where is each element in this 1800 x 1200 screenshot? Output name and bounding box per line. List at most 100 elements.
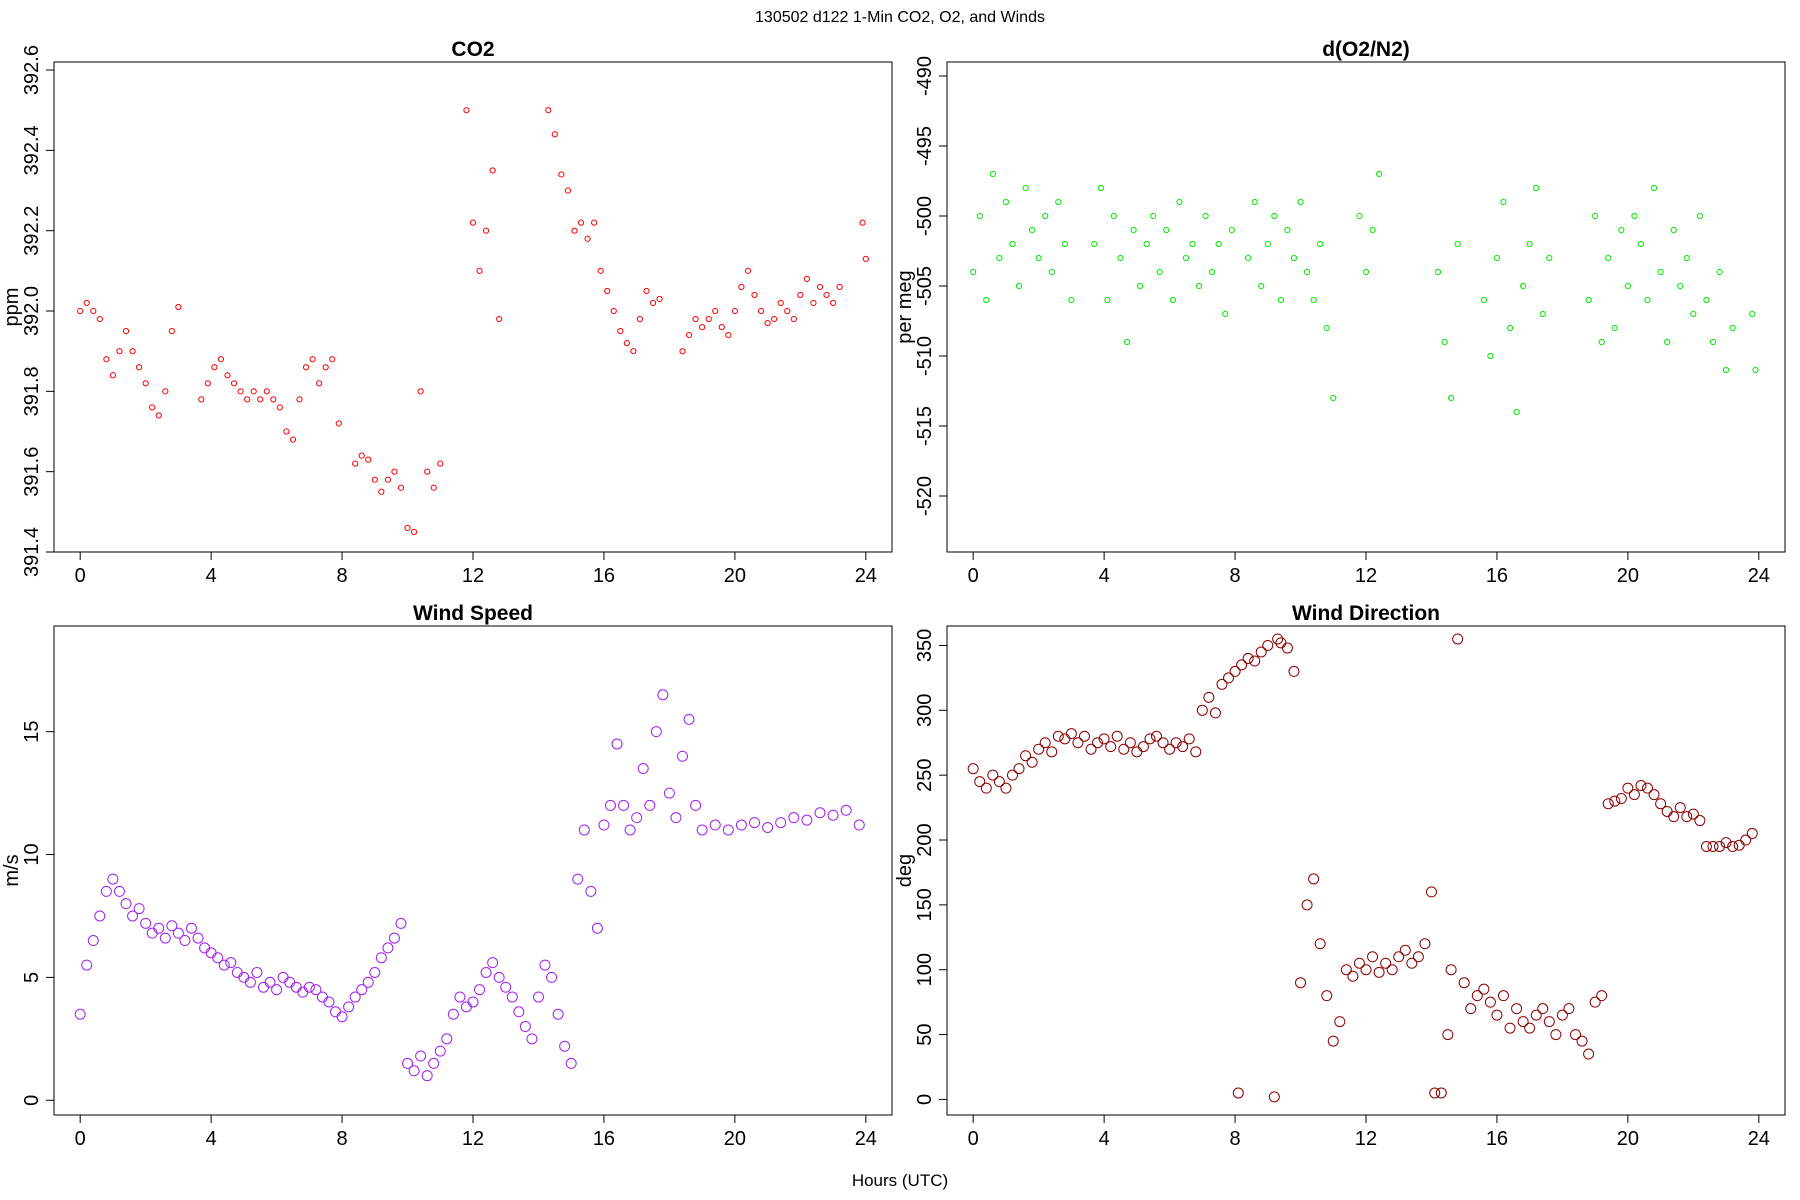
wind-direction-point xyxy=(1530,1009,1542,1021)
d-o2-n2-point xyxy=(1317,240,1324,248)
wind-speed-point xyxy=(271,984,283,996)
wind-direction-point xyxy=(1615,793,1627,805)
wind-direction-title: Wind Direction xyxy=(1292,602,1440,625)
wind-direction-point xyxy=(1262,639,1274,651)
wind-speed-point xyxy=(297,986,309,998)
co2-xtick-label: 16 xyxy=(593,565,615,587)
wind-direction-point xyxy=(1524,1022,1536,1034)
co2-point xyxy=(397,484,405,491)
co2-point xyxy=(335,420,342,427)
d-o2-n2-ytick-label: -510 xyxy=(914,336,936,376)
wind-direction-xtick-label: 8 xyxy=(1230,1128,1241,1150)
d-o2-n2-point xyxy=(1375,170,1383,178)
d-o2-n2-point xyxy=(1143,240,1150,248)
wind-direction-point xyxy=(1648,789,1660,801)
wind-speed-point xyxy=(244,976,256,988)
wind-direction-point xyxy=(1353,957,1365,969)
wind-speed-point xyxy=(212,952,224,964)
co2-point xyxy=(437,460,444,467)
wind-speed-point xyxy=(120,898,132,910)
wind-speed-point xyxy=(500,981,512,993)
wind-direction-point xyxy=(993,776,1005,788)
wind-speed-point xyxy=(218,959,230,971)
d-o2-n2-point xyxy=(1696,212,1703,220)
co2-xtick-label: 0 xyxy=(75,565,86,587)
co2-point xyxy=(771,315,778,323)
wind-direction-point xyxy=(1478,983,1490,995)
wind-speed-point xyxy=(113,885,125,897)
co2-point xyxy=(352,460,359,467)
co2-point xyxy=(198,396,205,403)
wind-speed-point xyxy=(487,957,499,969)
wind-direction-point xyxy=(1583,1048,1595,1060)
d-o2-n2-ylabel: per meg xyxy=(894,270,916,343)
d-o2-n2-ytick-label: -500 xyxy=(914,196,936,236)
wind-direction-point xyxy=(1642,782,1654,794)
d-o2-n2-point xyxy=(1245,254,1252,262)
wind-direction-point xyxy=(1484,996,1496,1008)
wind-speed-point xyxy=(349,991,361,1003)
wind-speed-point xyxy=(388,932,400,944)
wind-speed-point xyxy=(225,957,237,969)
wind-direction-point xyxy=(1727,841,1739,853)
wind-direction-point xyxy=(1052,730,1064,742)
wind-direction-xtick-label: 12 xyxy=(1355,1128,1377,1150)
wind-direction-point xyxy=(1655,798,1667,810)
co2-point xyxy=(623,340,630,347)
co2-point xyxy=(591,219,598,226)
wind-direction-point xyxy=(1033,743,1045,755)
wind-speed-point xyxy=(801,814,813,826)
wind-speed-title: Wind Speed xyxy=(413,602,533,625)
co2-point xyxy=(217,356,225,363)
co2-point xyxy=(643,287,650,295)
wind-speed-point xyxy=(683,713,695,725)
wind-speed-point xyxy=(559,1040,571,1052)
wind-direction-point xyxy=(1694,815,1706,827)
wind-speed-point xyxy=(788,812,800,824)
d-o2-n2-ytick-label: -505 xyxy=(914,266,936,306)
wind-speed-point xyxy=(81,959,93,971)
d-o2-n2-point xyxy=(1163,226,1170,234)
wind-speed-point xyxy=(506,991,518,1003)
wind-direction-point xyxy=(1596,990,1608,1002)
co2-point xyxy=(862,255,869,262)
wind-speed-point xyxy=(827,809,839,821)
co2-point xyxy=(296,396,303,403)
d-o2-n2-point xyxy=(1002,198,1010,206)
wind-direction-ytick-label: 150 xyxy=(914,888,936,921)
wind-speed-point xyxy=(310,984,322,996)
co2-point xyxy=(577,219,585,226)
d-o2-n2-point xyxy=(1009,240,1016,248)
wind-speed-point xyxy=(775,817,787,829)
d-o2-n2-point xyxy=(1055,198,1062,206)
co2-title: CO2 xyxy=(451,38,494,61)
d-o2-n2-point xyxy=(1189,240,1196,248)
co2-point xyxy=(122,327,130,335)
co2-point xyxy=(564,187,572,194)
d-o2-n2-point xyxy=(1709,338,1717,346)
wind-speed-point xyxy=(539,959,551,971)
wind-direction-point xyxy=(1707,841,1719,853)
wind-direction-point xyxy=(980,782,992,794)
wind-direction-point xyxy=(1491,1009,1503,1021)
d-o2-n2-point xyxy=(1297,198,1304,206)
co2-ytick-label: 392.6 xyxy=(21,45,43,95)
d-o2-n2-xtick-label: 0 xyxy=(968,565,979,587)
co2-point xyxy=(90,307,97,315)
co2-point xyxy=(610,307,617,315)
co2-point xyxy=(679,348,686,355)
d-o2-n2-point xyxy=(1202,212,1209,220)
wind-direction-point xyxy=(1661,805,1673,817)
wind-speed-point xyxy=(94,910,106,922)
co2-ytick-label: 391.8 xyxy=(21,366,43,416)
co2-point xyxy=(829,299,837,307)
d-o2-n2-point xyxy=(996,254,1003,262)
wind-direction-point xyxy=(1740,834,1752,846)
wind-direction-point xyxy=(1452,633,1464,645)
d-o2-n2-point xyxy=(1264,240,1271,248)
wind-direction-point xyxy=(1550,1029,1562,1041)
d-o2-n2-point xyxy=(1493,254,1501,262)
d-o2-n2-xtick-label: 20 xyxy=(1617,565,1639,587)
wind-speed-point xyxy=(199,942,211,954)
d-o2-n2-point xyxy=(1585,296,1592,304)
